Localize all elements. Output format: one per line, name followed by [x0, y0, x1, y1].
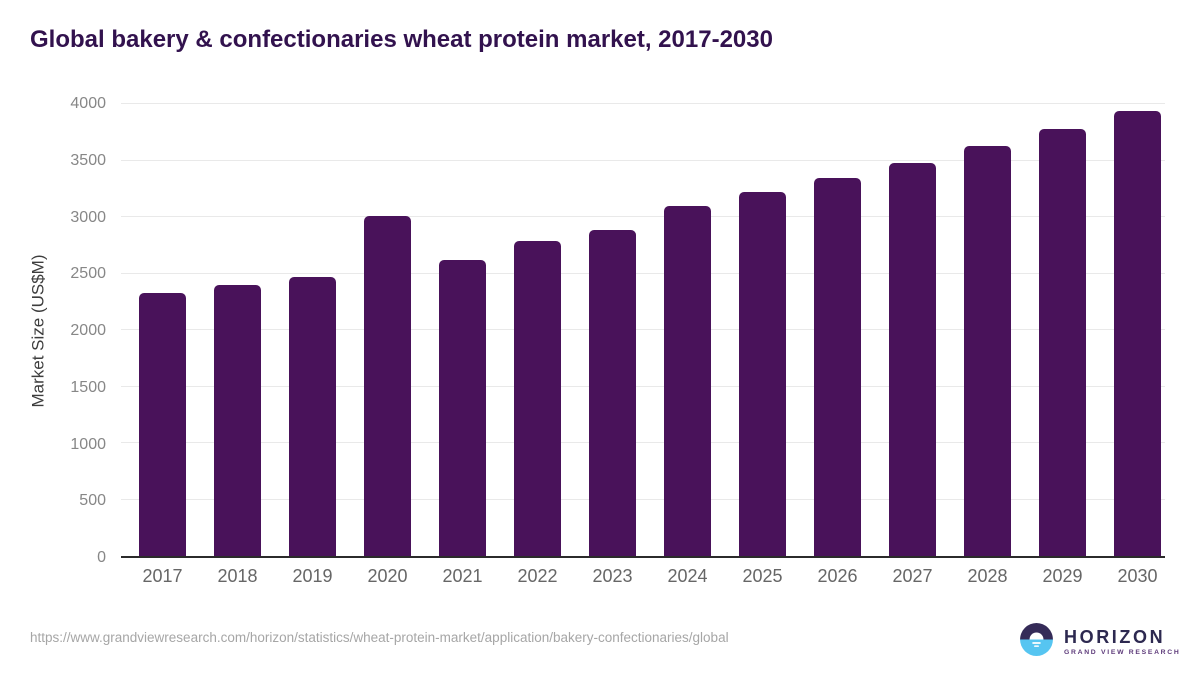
x-tick-2028: 2028 [967, 566, 1008, 586]
x-tick-2024: 2024 [667, 566, 708, 586]
x-tick-2030: 2030 [1117, 566, 1158, 586]
source-url: https://www.grandviewresearch.com/horizo… [30, 630, 729, 645]
bar-2025 [739, 192, 786, 556]
gridline-500 [121, 498, 1165, 500]
x-tick-2018: 2018 [217, 566, 258, 586]
bar-2018 [214, 285, 261, 556]
bar-2027 [889, 163, 936, 556]
bar-2029 [1039, 129, 1086, 556]
plot-area [121, 103, 1165, 558]
x-tick-2027: 2027 [892, 566, 933, 586]
bar-2022 [514, 241, 561, 556]
x-tick-2019: 2019 [292, 566, 333, 586]
gridline-4000 [121, 103, 1165, 104]
page-title: Global bakery & confectionaries wheat pr… [30, 26, 773, 53]
x-axis-tick-labels: 2017 2018 2019 2020 2021 2022 2023 2024 2025 2026… [121, 563, 1165, 591]
bar-2026 [814, 178, 861, 556]
y-axis-tick-labels: 0 500 1000 1500 2000 2500 3000 3500 4000 [0, 95, 106, 566]
x-tick-2020: 2020 [367, 566, 408, 586]
x-tick-2022: 2022 [517, 566, 558, 586]
y-tick-500: 500 [79, 492, 106, 510]
gridline-2000 [121, 329, 1165, 330]
bar-2021 [439, 259, 486, 556]
bar-2020 [364, 216, 411, 556]
x-tick-2023: 2023 [592, 566, 633, 586]
logo-subbrand-text: GRAND VIEW RESEARCH [1064, 648, 1181, 656]
y-tick-1500: 1500 [70, 378, 106, 396]
bar-2023 [589, 230, 636, 556]
sunset-horizon-icon [1018, 621, 1055, 663]
y-tick-2000: 2000 [70, 322, 106, 339]
x-tick-2021: 2021 [442, 566, 483, 586]
y-tick-3500: 3500 [70, 151, 106, 169]
y-tick-3000: 3000 [70, 208, 106, 226]
bar-2024 [664, 205, 711, 556]
logo-brand-text: HORIZON [1064, 627, 1166, 648]
gridline-3000 [121, 216, 1165, 217]
bar-2017 [139, 292, 186, 556]
bar-2030 [1114, 111, 1161, 556]
gridline-1000 [121, 442, 1165, 443]
y-tick-2500: 2500 [70, 265, 106, 283]
gridline-1500 [121, 385, 1165, 387]
x-tick-2026: 2026 [817, 566, 858, 586]
horizon-logo: HORIZON GRAND VIEW RESEARCH [1018, 621, 1181, 663]
bar-2028 [964, 146, 1011, 556]
gridline-3500 [121, 159, 1165, 161]
x-tick-2025: 2025 [742, 566, 783, 586]
y-tick-0: 0 [97, 549, 106, 566]
x-tick-2029: 2029 [1042, 566, 1083, 586]
y-tick-4000: 4000 [70, 95, 106, 112]
bar-2019 [289, 277, 336, 556]
gridline-2500 [121, 272, 1165, 274]
y-tick-1000: 1000 [70, 435, 106, 453]
x-tick-2017: 2017 [142, 566, 183, 586]
